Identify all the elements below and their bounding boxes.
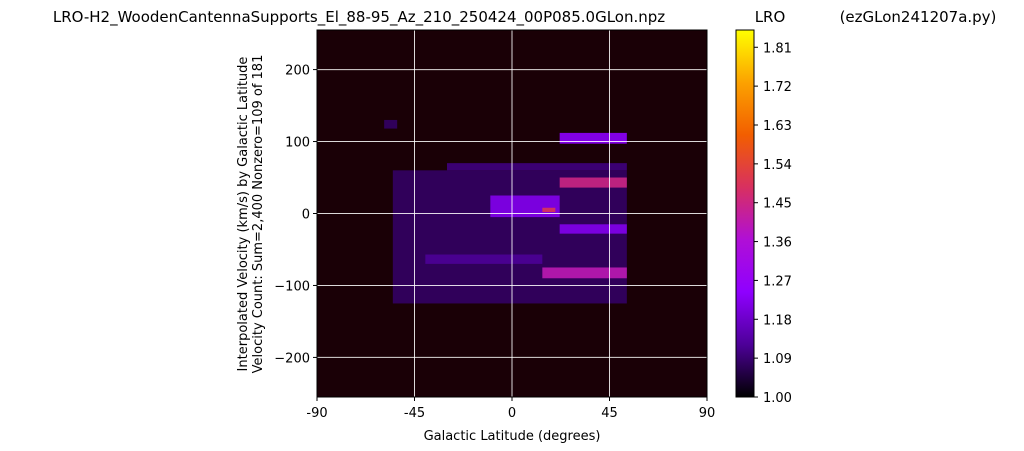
colorbar-tick-label: 1.00 (763, 391, 792, 406)
script-label: (ezGLon241207a.py) (840, 8, 997, 26)
heatmap-feature (392, 170, 627, 304)
x-tick-label: -90 (306, 406, 327, 421)
colorbar-title: LRO (755, 8, 786, 26)
heatmap-feature (559, 132, 627, 144)
x-axis-ticks: -90 -45 0 45 90 (306, 397, 715, 421)
y-axis-ticks: 200 100 0 −100 −200 (274, 64, 317, 366)
colorbar-tick-label: 1.27 (763, 274, 792, 289)
heatmap-cells (384, 119, 627, 304)
y-tick-label: −200 (274, 351, 310, 366)
colorbar-tick-label: 1.63 (763, 119, 792, 134)
heatmap-plot-area (316, 29, 708, 398)
colorbar-ticks: 1.81 1.72 1.63 1.54 1.45 1.36 1.27 1.18 1.09 1.00 (754, 41, 792, 406)
heatmap-feature (425, 254, 543, 264)
colorbar-tick-label: 1.36 (763, 236, 792, 251)
y-tick-label: −100 (274, 279, 310, 294)
y-tick-label: 200 (285, 64, 310, 79)
y-tick-label: 0 (302, 208, 310, 223)
chart-title: LRO-H2_WoodenCantennaSupports_El_88-95_A… (53, 8, 665, 27)
heatmap-feature (559, 177, 627, 188)
colorbar-tick-label: 1.45 (763, 197, 792, 212)
grid-lines (317, 30, 707, 397)
y-tick-label: 100 (285, 136, 310, 151)
x-tick-label: 0 (508, 406, 516, 421)
x-axis-label: Galactic Latitude (degrees) (424, 429, 601, 444)
heatmap-feature (447, 163, 627, 171)
colorbar-tick-label: 1.81 (763, 41, 792, 56)
heatmap-feature (542, 267, 627, 279)
heatmap-feature (542, 207, 556, 213)
colorbar-tick-label: 1.18 (763, 313, 792, 328)
colorbar-tick-label: 1.09 (763, 352, 792, 367)
x-tick-label: 90 (699, 406, 716, 421)
colorbar-tick-label: 1.54 (763, 158, 792, 173)
y-axis-label-line-2: Velocity Count: Sum=2,400 Nonzero=109 of… (251, 55, 266, 374)
x-tick-label: -45 (404, 406, 425, 421)
colorbar-tick-label: 1.72 (763, 80, 792, 95)
heatmap-feature (384, 119, 398, 129)
colorbar (735, 29, 755, 398)
y-axis-label-line-1: Interpolated Velocity (km/s) by Galactic… (236, 57, 251, 372)
x-tick-label: 45 (601, 406, 618, 421)
heatmap-feature (559, 224, 627, 234)
